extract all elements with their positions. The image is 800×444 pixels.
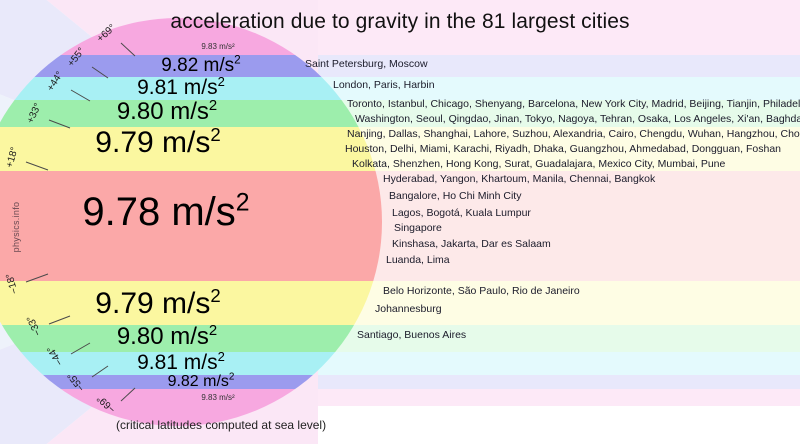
value-979-south: 9.79 m/s2 xyxy=(95,285,221,320)
band-982-north xyxy=(0,55,382,77)
value-980-north: 9.80 m/s2 xyxy=(116,98,218,125)
city-row: Washington, Seoul, Qingdao, Jinan, Tokyo… xyxy=(355,113,800,125)
latitude-label-s55: −55° xyxy=(65,369,88,394)
tick-n18 xyxy=(25,161,49,171)
city-row: Singapore xyxy=(394,222,442,234)
value-979-north: 9.79 m/s2 xyxy=(95,124,221,159)
city-row: London, Paris, Harbin xyxy=(333,79,435,91)
city-row: Nanjing, Dallas, Shanghai, Lahore, Suzho… xyxy=(347,128,800,140)
band-981-south xyxy=(0,352,382,375)
band-978-equator xyxy=(0,171,382,281)
band-979-south xyxy=(0,281,382,325)
city-row: Lagos, Bogotá, Kuala Lumpur xyxy=(392,207,531,219)
latitude-label-n18: +18° xyxy=(4,145,21,170)
label-983-top: 9.83 m/s² xyxy=(201,42,235,51)
tick-s69 xyxy=(120,387,136,402)
value-978-equator: 9.78 m/s2 xyxy=(82,189,250,234)
tick-s18 xyxy=(25,273,49,283)
value-980-south: 9.80 m/s2 xyxy=(116,323,218,350)
latitude-label-s69: −69° xyxy=(95,392,118,415)
city-row: Kolkata, Shenzhen, Hong Kong, Surat, Gua… xyxy=(352,158,726,170)
value-982-north: 9.82 m/s2 xyxy=(161,53,241,76)
tick-n69 xyxy=(120,42,136,57)
page-title: acceleration due to gravity in the 81 la… xyxy=(170,10,630,33)
city-row: Bangalore, Ho Chi Minh City xyxy=(389,190,522,202)
city-row: Johannesburg xyxy=(375,303,442,315)
tick-s33 xyxy=(48,315,71,325)
value-981-south: 9.81 m/s2 xyxy=(137,349,225,374)
tick-n44 xyxy=(70,89,91,102)
city-row: Kinshasa, Jakarta, Dar es Salaam xyxy=(392,238,551,250)
latitude-label-n44: +44° xyxy=(45,69,66,94)
tick-n55 xyxy=(91,66,109,79)
city-row: Luanda, Lima xyxy=(386,254,450,266)
value-982-south: 9.82 m/s2 xyxy=(167,371,235,390)
latitude-label-n33: +33° xyxy=(25,101,44,126)
latitude-label-s18: −18° xyxy=(4,271,21,296)
label-983-bottom: 9.83 m/s² xyxy=(201,393,235,402)
tick-s44 xyxy=(70,342,91,355)
band-981-north xyxy=(0,77,382,100)
city-row: Toronto, Istanbul, Chicago, Shenyang, Ba… xyxy=(347,98,800,110)
city-row: Hyderabad, Yangon, Khartoum, Manila, Che… xyxy=(383,173,656,185)
band-980-north xyxy=(0,100,382,127)
band-980-south xyxy=(0,325,382,352)
city-row: Santiago, Buenos Aires xyxy=(357,329,467,341)
city-row: Saint Petersburg, Moscow xyxy=(305,58,428,70)
latitude-label-n55: +55° xyxy=(65,45,88,70)
band-982-south xyxy=(0,375,382,389)
caption: (critical latitudes computed at sea leve… xyxy=(116,418,327,432)
tick-s55 xyxy=(91,365,109,378)
value-981-north: 9.81 m/s2 xyxy=(137,74,225,99)
city-row: Belo Horizonte, São Paulo, Rio de Janeir… xyxy=(383,285,580,297)
band-979-north xyxy=(0,127,382,171)
tick-n33 xyxy=(48,119,71,129)
city-row: Houston, Delhi, Miami, Karachi, Riyadh, … xyxy=(345,143,782,155)
